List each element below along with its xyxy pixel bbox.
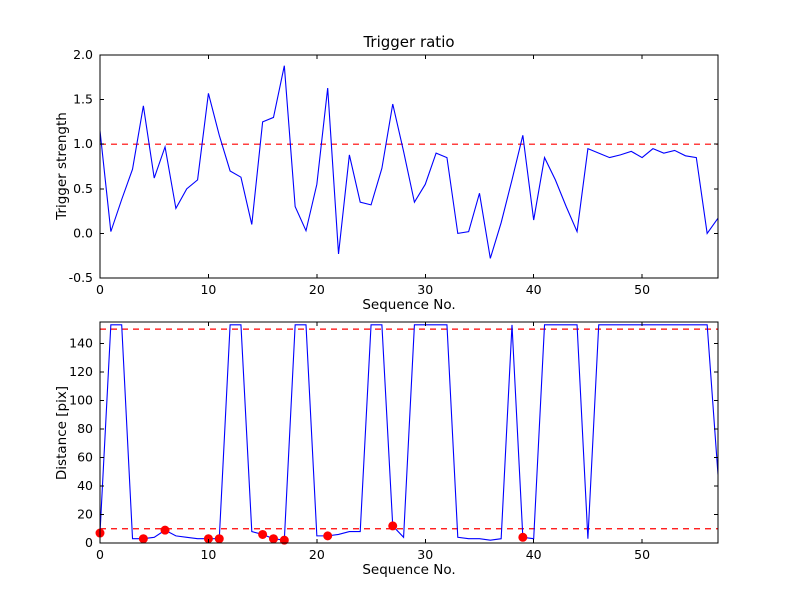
x-tick-label: 40	[526, 282, 542, 297]
y-tick-label: 20	[77, 506, 93, 521]
y-tick-label: 0	[85, 535, 93, 550]
data-line	[100, 324, 718, 541]
trigger-marker	[214, 534, 224, 544]
chart-1: 0 10 20 30 40 50 0 20 40 60 80 100 120 140	[69, 321, 719, 562]
top-chart-ylabel: Trigger strength	[54, 112, 70, 220]
x-tick-label: 50	[634, 547, 650, 562]
y-tick-label: 60	[77, 449, 93, 464]
y-tick-label: 1.0	[73, 136, 93, 151]
y-tick-label: 2.0	[73, 47, 93, 62]
y-tick-label: 80	[77, 421, 93, 436]
top-chart-title: Trigger ratio	[363, 33, 455, 51]
trigger-marker	[279, 535, 289, 545]
y-tick-label: 0.0	[73, 225, 93, 240]
top-chart-xlabel: Sequence No.	[362, 297, 456, 313]
x-tick-label: 10	[200, 547, 216, 562]
y-tick-label: 140	[69, 335, 93, 350]
x-tick-label: 10	[200, 282, 216, 297]
bottom-chart-ylabel: Distance [pix]	[54, 385, 70, 481]
x-tick-label: 30	[417, 547, 433, 562]
x-tick-label: 0	[96, 547, 104, 562]
axes-border	[99, 54, 719, 279]
trigger-marker	[258, 529, 268, 539]
x-tick-label: 20	[309, 282, 325, 297]
x-tick-label: 0	[96, 282, 104, 297]
data-line	[100, 65, 718, 259]
y-tick-label: 100	[69, 392, 93, 407]
y-tick-label: 1.5	[73, 92, 93, 107]
y-tick-label: 40	[77, 478, 93, 493]
trigger-marker	[138, 534, 148, 544]
chart-0: 0 10 20 30 40 50 -0.5 0.0 0.5 1.0 1.5 2.0	[69, 47, 719, 297]
axes-border	[99, 321, 719, 544]
y-tick-label: 0.5	[73, 181, 93, 196]
y-tick-label: -0.5	[69, 270, 93, 285]
trigger-marker	[518, 532, 528, 542]
bottom-chart-xlabel: Sequence No.	[362, 562, 456, 578]
x-tick-label: 30	[417, 282, 433, 297]
trigger-marker	[160, 525, 170, 535]
x-tick-label: 40	[526, 547, 542, 562]
x-tick-label: 20	[309, 547, 325, 562]
x-tick-label: 50	[634, 282, 650, 297]
trigger-marker	[268, 534, 278, 544]
trigger-marker	[388, 521, 398, 531]
y-tick-label: 120	[69, 364, 93, 379]
trigger-marker	[323, 531, 333, 541]
